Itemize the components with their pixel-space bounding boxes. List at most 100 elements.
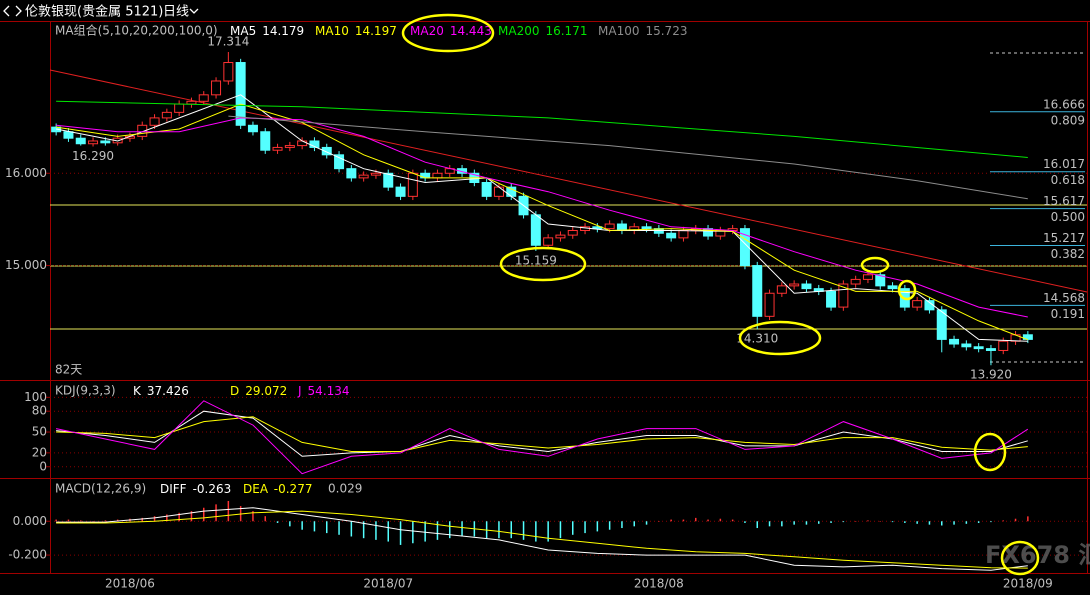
macd-bar [203, 507, 205, 522]
indicator-line [228, 115, 1028, 200]
candle-body [530, 214, 541, 246]
toolbar: 伦敦银现(贵金属 5121) 日线 [3, 4, 199, 20]
macd-bar [658, 521, 660, 522]
candle-body [875, 274, 886, 287]
trend-line [49, 69, 1088, 293]
candle-body [985, 348, 996, 351]
macd-bar [55, 519, 57, 522]
candle-body [789, 283, 800, 287]
macd-bar [756, 521, 758, 529]
macd-bar [1014, 518, 1017, 522]
candle-body [666, 232, 677, 239]
macd-bar [867, 520, 869, 522]
macd-bar [596, 521, 599, 532]
macd-bar [326, 521, 328, 534]
highlight-circle [973, 432, 1007, 472]
highlight-circle [499, 246, 587, 282]
fib-ratio: 0.191 [1051, 307, 1085, 321]
legend-name: MA10 [315, 24, 349, 38]
macd-bar [941, 521, 943, 526]
macd-bar [412, 521, 414, 544]
legend-value: 14.179 [262, 24, 304, 38]
y-tick-label: 100 [24, 390, 47, 404]
legend-value: -0.263 [193, 482, 232, 496]
legend-entry: DIFF -0.263 [160, 482, 231, 496]
candle-body [346, 168, 357, 179]
macd-bar [572, 521, 574, 535]
candle-body [235, 62, 246, 126]
candle-body [161, 111, 172, 119]
candle-body [764, 292, 775, 317]
y-tick-label: 16.000 [5, 166, 47, 180]
period-label: 82天 [55, 363, 82, 377]
candle-body [949, 338, 960, 345]
candle-body [211, 80, 222, 96]
candle-body [481, 182, 492, 197]
indicator-name: MA组合(5,10,20,200,100,0) [55, 23, 218, 38]
candle-body [100, 140, 111, 144]
macd-bar [141, 517, 143, 522]
extreme-label: 14.310 [736, 332, 778, 346]
period-selector[interactable]: 日线 [163, 5, 189, 20]
candle-body [383, 172, 394, 188]
toolbar-icon[interactable] [3, 5, 22, 17]
macd-bar [818, 521, 820, 524]
marks: 16.000 15.000 MA组合(5,10,20,200,100,0) 2018/… [5, 23, 1087, 591]
period-chevron[interactable] [189, 8, 199, 14]
legend-entry: K 37.426 [133, 384, 189, 398]
legend-value: 16.171 [545, 24, 587, 38]
macd-bar [153, 516, 156, 522]
highlights [401, 13, 1040, 576]
macd-bar [522, 521, 525, 540]
candle-body [297, 140, 308, 147]
fib-price: 16.666 [1043, 97, 1085, 111]
macd-bar [227, 500, 230, 522]
macd-bar [1027, 516, 1029, 522]
indicator-line [56, 416, 1028, 452]
candle-body [961, 343, 972, 348]
panel-borders [0, 21, 1090, 574]
macd-bar [116, 519, 119, 522]
macd-bar [449, 521, 451, 539]
macd-bar [535, 521, 537, 542]
x-tick-label: 2018/09 [1003, 577, 1053, 591]
indicator-name: MACD(12,26,9) [55, 482, 146, 496]
highlight-circle [1000, 540, 1040, 576]
macd-bar [928, 521, 931, 525]
legend-name: D [230, 384, 239, 398]
macd-bar [584, 521, 586, 534]
candle-body [862, 274, 873, 280]
macd-bar [436, 521, 439, 540]
macd-bar [461, 521, 463, 537]
indicator-line [56, 117, 1028, 318]
candle-body [149, 117, 160, 126]
macd-bar [854, 521, 857, 522]
fib-ratio: 0.618 [1051, 173, 1085, 187]
legend-value: 14.197 [355, 24, 397, 38]
candle-body [88, 140, 99, 145]
symbol-name[interactable]: 伦敦银现(贵金属 5121) [25, 4, 163, 20]
candle-body [641, 226, 652, 230]
macd-bar [621, 521, 623, 529]
candle-body [739, 228, 750, 267]
candle-body [678, 229, 689, 239]
legend-name: MA200 [498, 24, 539, 38]
macd-bar [547, 521, 549, 542]
candle-body [543, 237, 554, 246]
fib-ratio: 0.809 [1051, 113, 1085, 127]
macd-bar [977, 521, 980, 523]
y-tick-label: 80 [32, 404, 47, 418]
macd-bar [559, 521, 562, 539]
candle-body [272, 146, 283, 151]
legend-value: 29.072 [245, 384, 287, 398]
candle-body [850, 278, 861, 285]
fib-price: 15.217 [1043, 231, 1085, 245]
y-tick-label: -0.200 [8, 548, 47, 562]
candle-body [358, 174, 369, 179]
macd-bar [645, 521, 648, 525]
macd-bar [92, 521, 94, 522]
indicator-line [56, 507, 1028, 571]
macd-value: 0.029 [328, 482, 362, 496]
macd-bar [633, 521, 635, 527]
candle-body [174, 103, 185, 113]
